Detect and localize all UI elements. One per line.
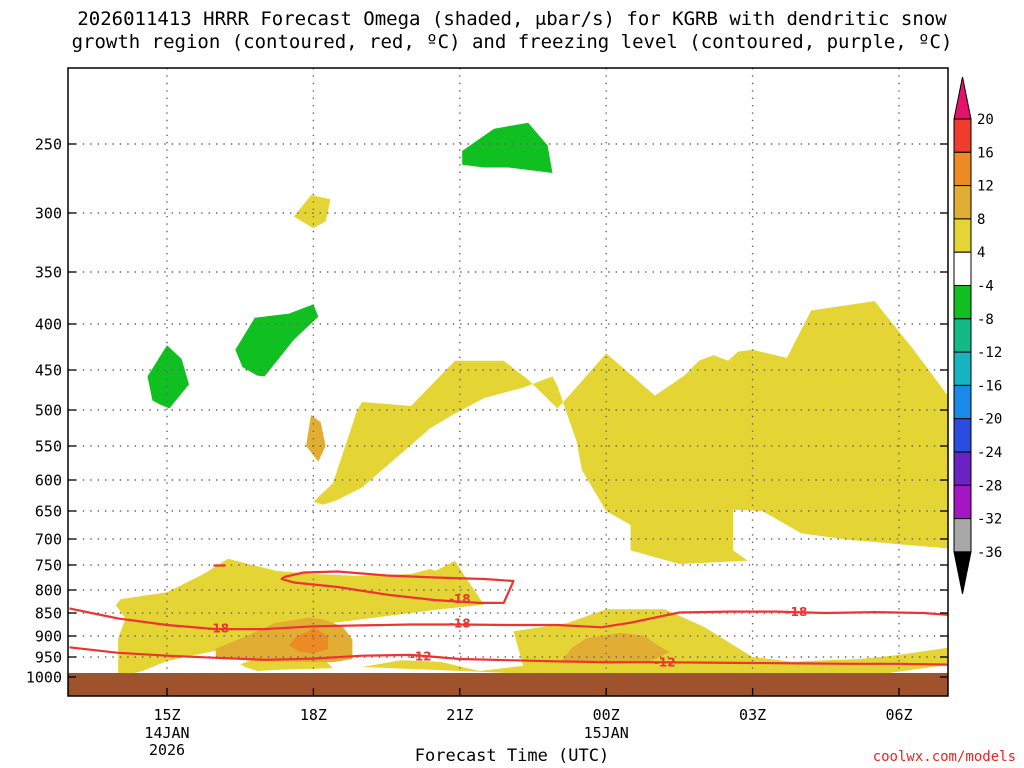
terrain-block bbox=[68, 673, 948, 696]
colorbar-bin-top bbox=[953, 76, 972, 120]
18-c-isotherm-upper-dgz-loop bbox=[280, 570, 515, 605]
upward-motion-region-7 bbox=[562, 632, 670, 665]
x-tick-label-06z: 06Z bbox=[885, 706, 912, 724]
upward-motion-region-3 bbox=[362, 609, 948, 677]
y-tick-label-350: 350 bbox=[35, 264, 62, 282]
upward-motion-region-5 bbox=[293, 195, 331, 229]
y-tick-label-650: 650 bbox=[35, 503, 62, 521]
colorbar-bin-12-to-8 bbox=[953, 318, 972, 353]
contour-label-5: -12 bbox=[654, 655, 676, 669]
colorbar-bin-36-to-32 bbox=[953, 518, 972, 553]
colorbar-label-28: -28 bbox=[977, 478, 1002, 494]
colorbar-bin-8-to-12 bbox=[953, 185, 972, 220]
x-tick-label-00z: 00Z bbox=[593, 706, 620, 724]
credit-link[interactable]: coolwx.com/models bbox=[872, 749, 1016, 765]
colorbar-label-12: 12 bbox=[977, 179, 994, 195]
y-tick-label-1000: 1000 bbox=[26, 669, 62, 687]
y-tick-label-400: 400 bbox=[35, 316, 62, 334]
omega-shading bbox=[115, 122, 948, 677]
colorbar-label-8: -8 bbox=[977, 312, 994, 328]
y-tick-label-450: 450 bbox=[35, 362, 62, 380]
x-tick-label-18z: 18Z bbox=[300, 706, 327, 724]
x-date-label-14jan: 14JAN bbox=[144, 724, 189, 742]
colorbar-label-4: -4 bbox=[977, 279, 994, 295]
contour-label-2: -18 bbox=[449, 617, 471, 631]
x-tick-label-15z: 15Z bbox=[153, 706, 180, 724]
colorbar-label-24: -24 bbox=[977, 445, 1002, 461]
colorbar-label-32: -32 bbox=[977, 512, 1002, 528]
colorbar-bin-24-to-20 bbox=[953, 418, 972, 453]
x-date-label-15jan: 15JAN bbox=[584, 724, 629, 742]
contour-label-4: -12 bbox=[410, 650, 432, 664]
colorbar-bin-16-to-12 bbox=[953, 351, 972, 386]
title-line-2: growth region (contoured, red, ºC) and f… bbox=[71, 31, 953, 53]
y-axis: 250 300 350 400 450 500 550 600 650 700 750 800 850 9… bbox=[26, 136, 948, 687]
colorbar-label-16: -16 bbox=[977, 378, 1002, 394]
contour-label-0: -18 bbox=[207, 622, 229, 636]
colorbar-bin-20-to-16 bbox=[953, 384, 972, 420]
y-tick-label-300: 300 bbox=[35, 205, 62, 223]
colorbar-label-20: -20 bbox=[977, 412, 1002, 428]
x-tick-label-03z: 03Z bbox=[739, 706, 766, 724]
y-tick-label-250: 250 bbox=[35, 136, 62, 154]
colorbar-label-36: -36 bbox=[977, 545, 1002, 561]
colorbar-label-8: 8 bbox=[977, 212, 985, 228]
x-date-label-2026: 2026 bbox=[149, 741, 185, 759]
colorbar-bin-12-to-16 bbox=[953, 151, 972, 187]
colorbar-bin-28-to-24 bbox=[953, 451, 972, 486]
colorbar-bin-4-to-8 bbox=[953, 218, 972, 253]
chart-title: 2026011413 HRRR Forecast Omega (shaded, … bbox=[0, 8, 1024, 54]
upward-motion-region-9 bbox=[289, 626, 328, 654]
12-c-isotherm bbox=[69, 646, 948, 666]
colorbar-label-12: -12 bbox=[977, 345, 1002, 361]
downward-motion-region-1 bbox=[462, 122, 553, 173]
contour-label-1: -18 bbox=[449, 592, 471, 606]
y-tick-label-950: 950 bbox=[35, 649, 62, 667]
y-tick-label-500: 500 bbox=[35, 402, 62, 420]
upward-motion-region-8 bbox=[306, 415, 326, 462]
plot-frame bbox=[67, 67, 949, 697]
contour-label-3: -18 bbox=[786, 605, 808, 619]
colorbar-label-4: 4 bbox=[977, 245, 985, 261]
downward-motion-region-3 bbox=[147, 345, 189, 409]
colorbar-label-16: 16 bbox=[977, 145, 994, 161]
colorbar-bin-16-to-20 bbox=[953, 118, 972, 153]
upward-motion-region-1 bbox=[115, 558, 485, 677]
y-tick-label-600: 600 bbox=[35, 472, 62, 490]
colorbar-bin-4-to-4 bbox=[953, 251, 972, 286]
colorbar-label-20: 20 bbox=[977, 112, 994, 128]
contour-labels: -18 -18 -18 -18 -12 -12 bbox=[207, 592, 807, 669]
x-tick-label-21z: 21Z bbox=[446, 706, 473, 724]
colorbar: 20 16 12 8 4 -4 -8 -12 -16 -20 -24 -28 -32 -36 bbox=[953, 76, 1002, 594]
x-axis-label: Forecast Time (UTC) bbox=[414, 746, 610, 766]
y-tick-label-900: 900 bbox=[35, 628, 62, 646]
terrain-fill bbox=[68, 673, 948, 696]
y-tick-label-800: 800 bbox=[35, 582, 62, 600]
y-tick-label-700: 700 bbox=[35, 531, 62, 549]
y-tick-label-850: 850 bbox=[35, 605, 62, 623]
18-c-isotherm-lower-dgz-boundary bbox=[69, 607, 948, 631]
y-tick-label-550: 550 bbox=[35, 438, 62, 456]
colorbar-bin-8-to-4 bbox=[953, 285, 972, 320]
colorbar-bin-32-to-28 bbox=[953, 484, 972, 520]
y-tick-label-750: 750 bbox=[35, 557, 62, 575]
dgz-contours bbox=[69, 564, 948, 666]
downward-motion-region-2 bbox=[235, 304, 319, 377]
upward-motion-region-4 bbox=[313, 301, 948, 564]
title-line-1: 2026011413 HRRR Forecast Omega (shaded, … bbox=[77, 8, 947, 30]
colorbar-bin-bottom bbox=[953, 551, 972, 594]
